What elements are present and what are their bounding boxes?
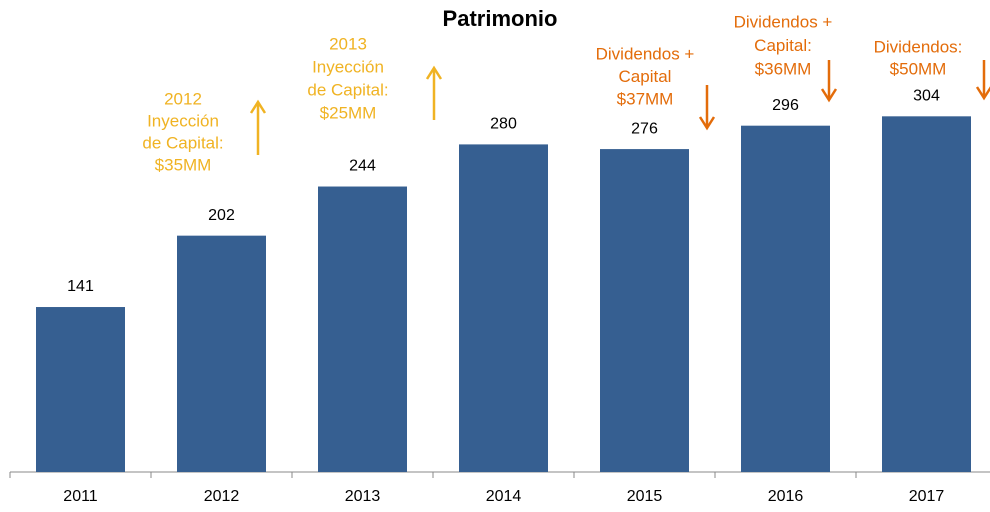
x-tick-label: 2017 [909, 488, 945, 505]
arrow-head [249, 99, 267, 114]
annotation-text: $25MM [320, 103, 377, 122]
bar [741, 125, 830, 473]
bar [177, 235, 266, 472]
annotation-text: de Capital: [142, 133, 223, 152]
x-tick-label: 2012 [204, 488, 240, 505]
annotation-text: de Capital: [307, 80, 388, 99]
annotation-text: Dividendos + [734, 12, 833, 31]
annotation-text: $36MM [755, 59, 812, 78]
x-tick-label: 2015 [627, 488, 663, 505]
value-label: 304 [913, 88, 940, 105]
x-tick-label: 2016 [768, 488, 804, 505]
arrow-head [698, 116, 716, 131]
bar [882, 116, 971, 472]
annotation-text: $37MM [617, 89, 674, 108]
annotation-text: Inyección [312, 57, 384, 76]
value-label: 202 [208, 207, 235, 224]
annotation-text: Dividendos + [596, 44, 695, 63]
bar [600, 149, 689, 472]
x-tick-label: 2011 [63, 488, 98, 505]
annotation-text: Dividendos: [874, 37, 963, 56]
value-label: 244 [349, 158, 376, 175]
annotation-text: Inyección [147, 111, 219, 130]
arrow-head [975, 86, 990, 101]
x-tick-label: 2013 [345, 488, 381, 505]
bar [318, 186, 407, 472]
value-label: 276 [631, 120, 658, 137]
annotation-text: $50MM [890, 59, 947, 78]
x-tick-label: 2014 [486, 488, 522, 505]
chart-title: Patrimonio [443, 6, 558, 31]
value-label: 296 [772, 97, 799, 114]
value-label: 141 [67, 278, 94, 295]
annotation-text: 2012 [164, 89, 202, 108]
bar [36, 307, 125, 472]
annotation-text: 2013 [329, 34, 367, 53]
annotation-text: Capital: [754, 36, 812, 55]
arrow-head [425, 65, 443, 80]
value-label: 280 [490, 116, 517, 133]
arrow-head [820, 88, 838, 103]
annotation-text: Capital [619, 67, 672, 86]
annotation-text: $35MM [155, 155, 212, 174]
bar [459, 144, 548, 472]
